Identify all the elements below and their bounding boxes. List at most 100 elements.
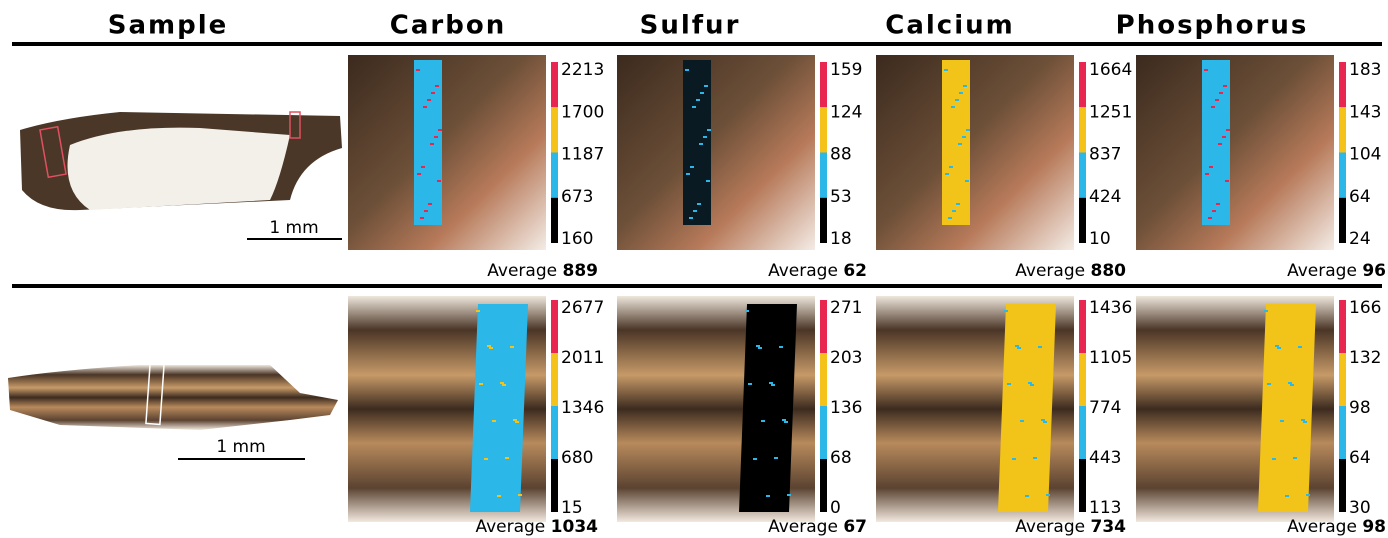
colorbar-segment bbox=[1339, 406, 1346, 459]
element-map-speckle bbox=[428, 203, 432, 205]
colorbar-tick-label: 64 bbox=[1349, 448, 1371, 468]
colorbar-segment bbox=[1339, 153, 1346, 198]
element-map-speckle bbox=[487, 345, 491, 347]
element-map bbox=[683, 60, 711, 225]
element-map-speckle bbox=[690, 166, 694, 168]
element-map-speckle bbox=[700, 92, 704, 94]
element-map-speckle bbox=[766, 495, 770, 497]
element-map-speckle bbox=[1038, 346, 1042, 348]
colorbar-segment bbox=[1079, 198, 1086, 243]
element-map bbox=[414, 60, 442, 225]
colorbar-tick-label: 24 bbox=[1349, 229, 1371, 249]
element-map-speckle bbox=[430, 143, 434, 145]
element-map-speckle bbox=[1275, 345, 1279, 347]
element-map bbox=[1258, 304, 1316, 512]
element-map-speckle bbox=[1004, 310, 1008, 312]
colorbar-segment bbox=[551, 300, 558, 353]
scale-bar-label: 1 mm bbox=[269, 218, 318, 238]
column-header: Phosphorus bbox=[1116, 11, 1309, 41]
element-map-speckle bbox=[692, 106, 696, 108]
colorbar-tick-label: 0 bbox=[830, 498, 841, 518]
colorbar-tick-label: 1346 bbox=[561, 398, 604, 418]
colorbar-tick-label: 132 bbox=[1349, 348, 1381, 368]
element-map-speckle bbox=[956, 203, 960, 205]
colorbar-tick-label: 1700 bbox=[561, 102, 604, 122]
sample-image bbox=[8, 365, 338, 430]
average-value: 734 bbox=[1091, 517, 1127, 537]
element-map bbox=[998, 304, 1056, 512]
element-map-speckle bbox=[438, 129, 442, 131]
element-map-speckle bbox=[423, 106, 427, 108]
element-map bbox=[1202, 60, 1230, 225]
element-map-speckle bbox=[1012, 458, 1016, 460]
element-map-speckle bbox=[774, 457, 778, 459]
average-value: 62 bbox=[843, 261, 867, 281]
colorbar-tick-label: 68 bbox=[830, 448, 852, 468]
average-value: 1034 bbox=[551, 517, 598, 537]
element-map-speckle bbox=[1209, 166, 1213, 168]
element-map-speckle bbox=[959, 92, 963, 94]
element-map-speckle bbox=[1041, 419, 1045, 421]
element-map-speckle bbox=[699, 143, 703, 145]
colorbar-tick-label: 680 bbox=[561, 448, 593, 468]
colorbar-segment bbox=[1339, 198, 1346, 243]
average-label-text: Average bbox=[768, 261, 838, 281]
element-map-speckle bbox=[431, 92, 435, 94]
average-value: 889 bbox=[563, 261, 599, 281]
colorbar-tick-label: 30 bbox=[1349, 498, 1371, 518]
element-map-speckle bbox=[1043, 421, 1047, 423]
element-map-speckle bbox=[748, 383, 752, 385]
element-map bbox=[942, 60, 970, 225]
colorbar-segment bbox=[820, 198, 827, 243]
element-map-speckle bbox=[756, 345, 760, 347]
colorbar-tick-label: 774 bbox=[1089, 398, 1121, 418]
element-map-speckle bbox=[1298, 346, 1302, 348]
element-map-speckle bbox=[1017, 347, 1021, 349]
element-map-speckle bbox=[1290, 384, 1294, 386]
colorbar-segment bbox=[551, 459, 558, 512]
colorbar-tick-label: 1436 bbox=[1089, 298, 1132, 318]
element-map-speckle bbox=[745, 310, 749, 312]
element-map-speckle bbox=[492, 420, 496, 422]
element-map-speckle bbox=[697, 203, 701, 205]
scale-bar-label: 1 mm bbox=[216, 437, 265, 457]
average-label: Average 67 bbox=[768, 517, 867, 537]
element-map-speckle bbox=[696, 99, 700, 101]
element-map-speckle bbox=[479, 383, 483, 385]
element-map-speckle bbox=[1280, 420, 1284, 422]
element-map-speckle bbox=[1272, 458, 1276, 460]
element-map-speckle bbox=[1007, 383, 1011, 385]
colorbar-tick-label: 10 bbox=[1089, 229, 1111, 249]
element-map-speckle bbox=[434, 136, 438, 138]
element-map-speckle bbox=[1030, 384, 1034, 386]
element-map-speckle bbox=[502, 384, 506, 386]
colorbar-tick-label: 271 bbox=[830, 298, 862, 318]
element-map-speckle bbox=[1226, 129, 1230, 131]
colorbar-segment bbox=[820, 62, 827, 107]
element-map-speckle bbox=[693, 210, 697, 212]
element-map-speckle bbox=[944, 69, 948, 71]
average-label: Average 880 bbox=[1015, 261, 1126, 281]
element-map-speckle bbox=[787, 494, 791, 496]
average-label: Average 889 bbox=[487, 261, 598, 281]
element-map-speckle bbox=[1208, 217, 1212, 219]
average-label-text: Average bbox=[1015, 517, 1085, 537]
element-map-speckle bbox=[706, 180, 710, 182]
element-map-speckle bbox=[958, 143, 962, 145]
element-map-speckle bbox=[948, 217, 952, 219]
figure: SampleCarbonSulfurCalciumPhosphorus1 mm2… bbox=[0, 0, 1388, 538]
element-map-speckle bbox=[427, 99, 431, 101]
map-image bbox=[617, 55, 815, 250]
column-header: Calcium bbox=[885, 11, 1014, 41]
colorbar-tick-label: 88 bbox=[830, 145, 852, 165]
element-map-speckle bbox=[703, 136, 707, 138]
average-label: Average 96 bbox=[1287, 261, 1386, 281]
element-map-speckle bbox=[782, 419, 786, 421]
average-label-text: Average bbox=[487, 261, 557, 281]
colorbar-segment bbox=[820, 153, 827, 198]
element-map-speckle bbox=[497, 495, 501, 497]
element-map-speckle bbox=[1205, 173, 1209, 175]
element-map-speckle bbox=[707, 129, 711, 131]
colorbar-segment bbox=[1079, 153, 1086, 198]
colorbar-segment bbox=[551, 107, 558, 152]
